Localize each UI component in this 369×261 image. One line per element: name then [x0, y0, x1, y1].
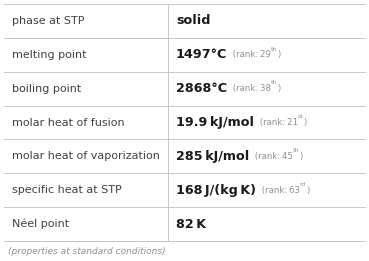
Text: (rank: 38: (rank: 38 [231, 84, 271, 93]
Text: th: th [271, 46, 277, 51]
Text: Néel point: Néel point [12, 219, 69, 229]
Text: melting point: melting point [12, 50, 86, 60]
Text: 2868°C: 2868°C [176, 82, 227, 95]
Text: ): ) [277, 84, 281, 93]
Text: th: th [293, 148, 300, 153]
Text: solid: solid [176, 14, 210, 27]
Text: (rank: 29: (rank: 29 [231, 50, 271, 59]
Text: 82 K: 82 K [176, 218, 206, 230]
Text: (rank: 21: (rank: 21 [258, 118, 298, 127]
Text: (rank: 45: (rank: 45 [253, 152, 293, 161]
Text: ): ) [277, 50, 281, 59]
Text: th: th [271, 80, 277, 85]
Text: (rank: 63: (rank: 63 [260, 186, 300, 195]
Text: molar heat of vaporization: molar heat of vaporization [12, 151, 160, 161]
Text: ): ) [304, 118, 307, 127]
Text: rd: rd [300, 182, 306, 187]
Text: molar heat of fusion: molar heat of fusion [12, 117, 125, 128]
Text: 1497°C: 1497°C [176, 48, 227, 61]
Text: phase at STP: phase at STP [12, 16, 85, 26]
Text: 19.9 kJ/mol: 19.9 kJ/mol [176, 116, 254, 129]
Text: 168 J/(kg K): 168 J/(kg K) [176, 184, 256, 197]
Text: ): ) [300, 152, 303, 161]
Text: st: st [298, 114, 304, 119]
Text: specific heat at STP: specific heat at STP [12, 185, 122, 195]
Text: ): ) [306, 186, 309, 195]
Text: boiling point: boiling point [12, 84, 81, 94]
Text: 285 kJ/mol: 285 kJ/mol [176, 150, 249, 163]
Text: (properties at standard conditions): (properties at standard conditions) [8, 247, 166, 257]
